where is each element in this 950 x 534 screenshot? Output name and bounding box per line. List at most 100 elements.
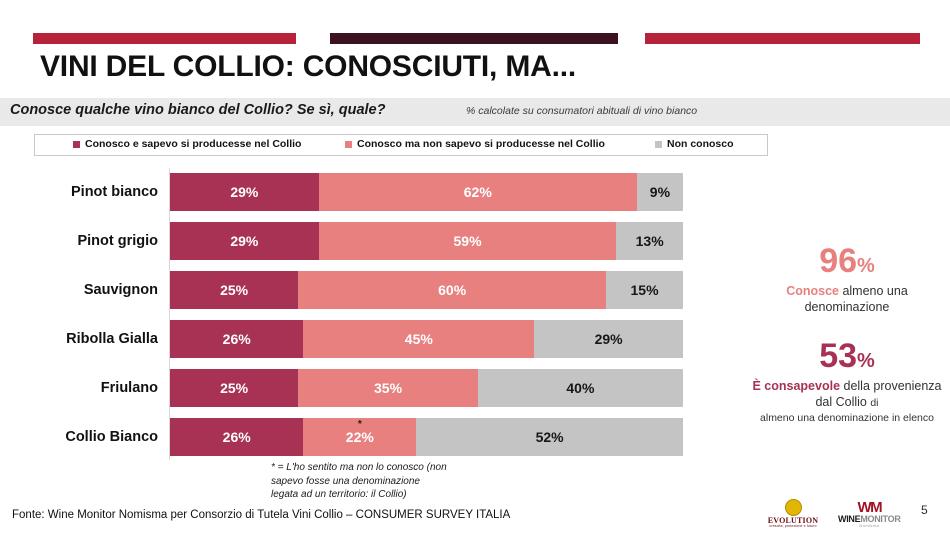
- bar-track: 25% 35% 40%: [170, 369, 683, 407]
- bar-segment-known-aware: 29%: [170, 222, 319, 260]
- table-row: Pinot grigio 29% 59% 13%: [0, 222, 720, 260]
- bar-segment-known-unaware: * 22%: [303, 418, 417, 456]
- bar-segment-known-unaware: 59%: [318, 222, 617, 260]
- source-note: Fonte: Wine Monitor Nomisma per Consorzi…: [12, 509, 511, 521]
- stat-percent-sign: %: [857, 350, 875, 372]
- stat-value: 53: [819, 337, 858, 375]
- category-label: Pinot grigio: [77, 233, 158, 249]
- bar-value-label: 25%: [220, 282, 249, 298]
- table-row: Ribolla Gialla 26% 45% 29%: [0, 320, 720, 358]
- chart-footnote-line: legata ad un territorio: il Collio): [271, 489, 407, 500]
- bar-segment-known-unaware: 35%: [298, 369, 478, 407]
- bar-track: 25% 60% 15%: [170, 271, 683, 309]
- key-figures-panel: 96% Conosce almeno una denominazione 53%…: [744, 244, 950, 449]
- evolution-logo-subtext: crescita, protezione e futuro: [769, 524, 817, 529]
- stat-caption-highlight: È consapevole: [752, 379, 841, 393]
- bar-value-label: 29%: [230, 184, 259, 200]
- subtitle-note: % calcolate su consumatori abituali di v…: [466, 105, 698, 117]
- legend-swatch-icon: [655, 140, 662, 148]
- legend-swatch-icon: [345, 140, 352, 148]
- category-label: Sauvignon: [83, 282, 158, 298]
- slide-number: 5: [921, 503, 928, 517]
- evolution-logo: EVOLUTION crescita, protezione e futuro: [762, 499, 824, 529]
- stat-caption-rest: almeno una denominazione: [804, 284, 908, 314]
- bar-value-label: 9%: [649, 184, 671, 200]
- bar-track: 26% 45% 29%: [170, 320, 683, 358]
- bar-segment-known-unaware: 62%: [318, 173, 637, 211]
- table-row: Friulano 25% 35% 40%: [0, 369, 720, 407]
- category-label: Pinot bianco: [71, 184, 158, 200]
- subtitle-bar: Conosce qualche vino bianco del Collio? …: [0, 98, 950, 126]
- table-row: Sauvignon 25% 60% 15%: [0, 271, 720, 309]
- stat-number-96: 96%: [744, 244, 950, 278]
- chart-axis-line: [169, 168, 170, 460]
- wine-monitor-logo-text: WINEMONITOR: [838, 515, 901, 524]
- bar-segment-known-aware: 25%: [170, 271, 299, 309]
- footnote-asterisk-marker: *: [357, 419, 362, 430]
- bar-segment-unknown: 9%: [636, 173, 683, 211]
- bar-value-label: 26%: [222, 331, 251, 347]
- crest-icon: [784, 499, 802, 517]
- category-label: Ribolla Gialla: [66, 331, 158, 347]
- stat-caption-sub: almeno una denominazione in elenco: [760, 412, 934, 424]
- bar-value-label: 29%: [230, 233, 259, 249]
- chart-footnote-line: * = L'ho sentito ma non lo conosco (non: [271, 462, 447, 473]
- bar-segment-known-unaware: 60%: [298, 271, 607, 309]
- category-label: Friulano: [100, 380, 158, 396]
- bar-track: 26% * 22% 52%: [170, 418, 683, 456]
- chart-footnote-line: sapevo fosse una denominazione: [271, 475, 420, 487]
- stat-block-consapevole: 53% È consapevole della provenienza dal …: [744, 339, 950, 425]
- top-accent-bars: [0, 33, 950, 44]
- legend-item-conosco-sapevo: Conosco e sapevo si producesse nel Colli…: [73, 138, 301, 150]
- stat-caption-tail: di: [870, 397, 879, 409]
- stat-caption-conosce: Conosce almeno una denominazione: [744, 283, 950, 315]
- bar-segment-unknown: 13%: [616, 222, 683, 260]
- bar-value-label: 26%: [222, 429, 251, 445]
- legend-swatch-icon: [73, 140, 80, 148]
- wine-monitor-word-wine: WINE: [838, 514, 861, 524]
- stat-caption-highlight: Conosce: [786, 284, 839, 298]
- bar-value-label: 59%: [453, 233, 482, 249]
- chart-legend: Conosco e sapevo si producesse nel Colli…: [34, 134, 768, 156]
- subtitle-question: Conosce qualche vino bianco del Collio? …: [10, 102, 386, 118]
- legend-item-conosco-non-sapevo: Conosco ma non sapevo si producesse nel …: [345, 138, 605, 150]
- bar-track: 29% 59% 13%: [170, 222, 683, 260]
- bar-segment-known-aware: 25%: [170, 369, 299, 407]
- page-title: VINI DEL COLLIO: CONOSCIUTI, MA...: [40, 50, 576, 83]
- stat-caption-consapevole: È consapevole della provenienza dal Coll…: [744, 378, 950, 411]
- bar-value-label: 35%: [374, 380, 403, 396]
- bar-track: 29% 62% 9%: [170, 173, 683, 211]
- bar-segment-known-aware: 29%: [170, 173, 319, 211]
- legend-label: Conosco ma non sapevo si producesse nel …: [357, 138, 605, 150]
- bar-segment-unknown: 40%: [477, 369, 683, 407]
- legend-label: Non conosco: [667, 138, 734, 150]
- legend-label: Conosco e sapevo si producesse nel Colli…: [85, 138, 302, 150]
- wine-monitor-mark-icon: WM: [857, 499, 882, 516]
- stat-number-53: 53%: [744, 339, 950, 373]
- stat-caption-rest: della provenienza dal Collio: [815, 379, 942, 409]
- legend-item-non-conosco: Non conosco: [655, 138, 734, 150]
- wine-monitor-logo-subtext: Nomisma: [859, 523, 880, 528]
- table-row: Pinot bianco 29% 62% 9%: [0, 173, 720, 211]
- accent-bar-middle: [330, 33, 618, 44]
- evolution-logo-text: EVOLUTION: [767, 516, 819, 526]
- bar-value-label: 15%: [630, 282, 659, 298]
- bar-value-label: 60%: [438, 282, 467, 298]
- bar-value-label: 13%: [635, 233, 664, 249]
- bar-segment-known-aware: 26%: [170, 320, 304, 358]
- bar-segment-known-aware: 26%: [170, 418, 304, 456]
- table-row: Collio Bianco 26% * 22% 52%: [0, 418, 720, 456]
- bar-value-label: 22%: [345, 429, 374, 445]
- accent-bar-left: [33, 33, 296, 44]
- bar-value-label: 40%: [566, 380, 595, 396]
- wine-monitor-logo: WM WINEMONITOR Nomisma: [838, 500, 901, 528]
- footer-logos: EVOLUTION crescita, protezione e futuro …: [762, 498, 901, 530]
- stat-value: 96: [819, 242, 858, 280]
- category-label: Collio Bianco: [65, 429, 158, 445]
- bar-segment-unknown: 15%: [606, 271, 683, 309]
- chart-footnote: * = L'ho sentito ma non lo conosco (non …: [271, 461, 447, 502]
- bar-value-label: 25%: [220, 380, 249, 396]
- wine-monitor-word-monitor: MONITOR: [860, 514, 901, 524]
- stacked-bar-chart: Pinot bianco 29% 62% 9% Pinot grigio 29%…: [0, 168, 720, 460]
- bar-segment-known-unaware: 45%: [303, 320, 535, 358]
